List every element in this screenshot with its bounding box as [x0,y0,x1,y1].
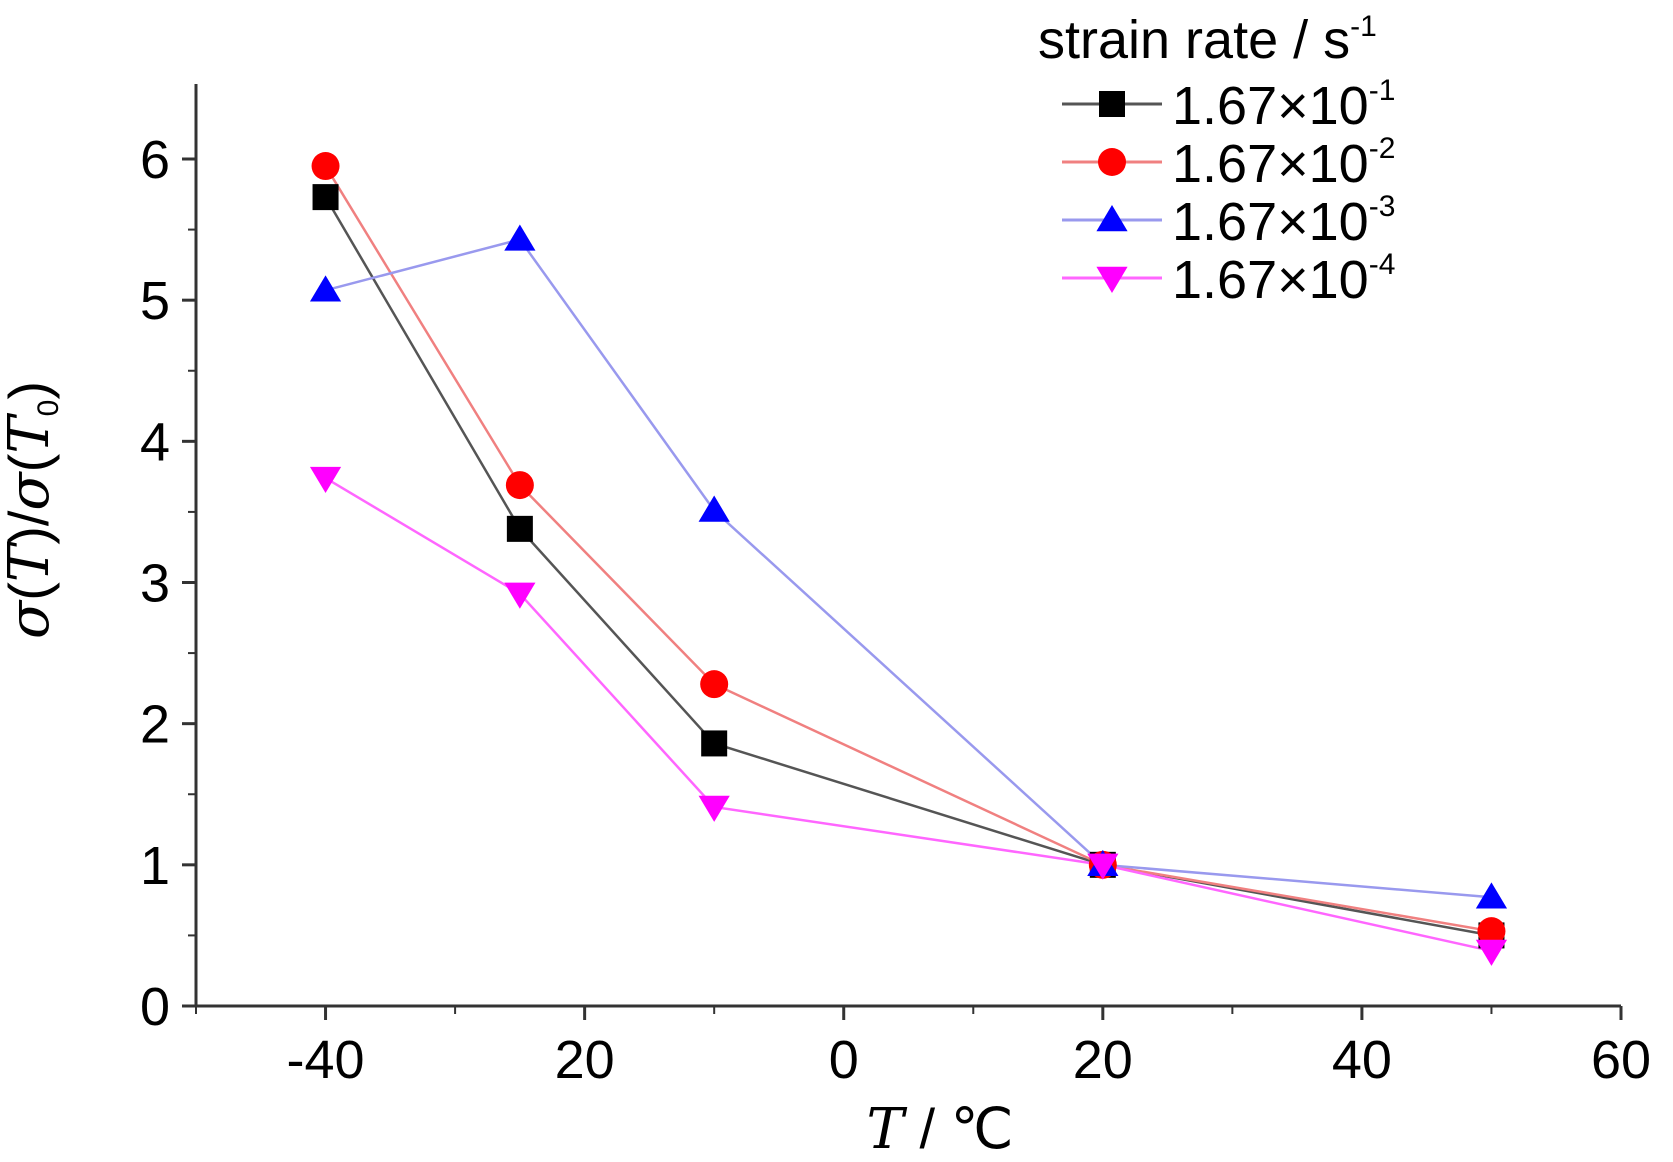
y-axis-title: σ(T)/σ(T0) [0,381,65,639]
y-tick-label: 6 [140,130,170,190]
legend-label-1: 1.67×10-1 [1172,74,1395,136]
data-point-series-4 [504,582,536,609]
series-line-3 [325,238,1492,899]
legend-title: strain rate / s-1 [1038,10,1377,70]
legend-marker-3 [1096,205,1128,232]
ticks: 0 1 2 3 4 5 6 -40 20 0 20 40 60 [140,130,1651,1090]
data-point-series-4 [698,795,730,822]
data-point-series-2 [311,152,340,181]
x-tick-label: 0 [829,1030,859,1090]
legend-label-2: 1.67×10-2 [1172,132,1395,194]
y-tick-label: 2 [140,695,170,755]
x-tick-label: -40 [287,1030,365,1090]
data-point-series-2 [700,670,729,699]
data-point-series-1 [701,730,728,757]
data-point-series-4 [1087,853,1119,880]
legend-marker-4 [1096,266,1128,293]
legend: strain rate / s-1 1.67×10-11.67×10-21.67… [1038,10,1395,310]
legend-label-4: 1.67×10-4 [1172,248,1395,310]
data-point-series-2 [505,471,534,500]
y-tick-label: 5 [140,271,170,331]
data-point-series-1 [312,184,339,211]
data-point-series-3 [1475,882,1508,909]
axes [194,84,1621,1008]
x-tick-label: 40 [1332,1030,1392,1090]
data-point-series-1 [506,515,533,542]
x-tick-label: 20 [555,1030,615,1090]
y-tick-label: 1 [140,836,170,896]
legend-marker-1 [1099,91,1125,117]
data-point-series-4 [1475,939,1508,966]
data-point-series-3 [309,275,342,302]
series-line-4 [324,476,1492,953]
data-point-series-3 [698,495,730,522]
y-tick-label: 0 [140,977,170,1037]
data-point-series-3 [504,224,536,251]
x-tick-label: 20 [1073,1030,1133,1090]
x-axis-title: T / ℃ [867,1097,1014,1162]
y-tick-label: 4 [140,412,170,472]
plot-area [309,152,1508,966]
data-point-series-2 [1477,917,1506,946]
legend-label-3: 1.67×10-3 [1172,190,1395,252]
y-tick-label: 3 [140,554,170,614]
data-point-series-4 [309,466,342,493]
legend-marker-2 [1098,148,1126,176]
x-tick-label: 60 [1591,1030,1651,1090]
